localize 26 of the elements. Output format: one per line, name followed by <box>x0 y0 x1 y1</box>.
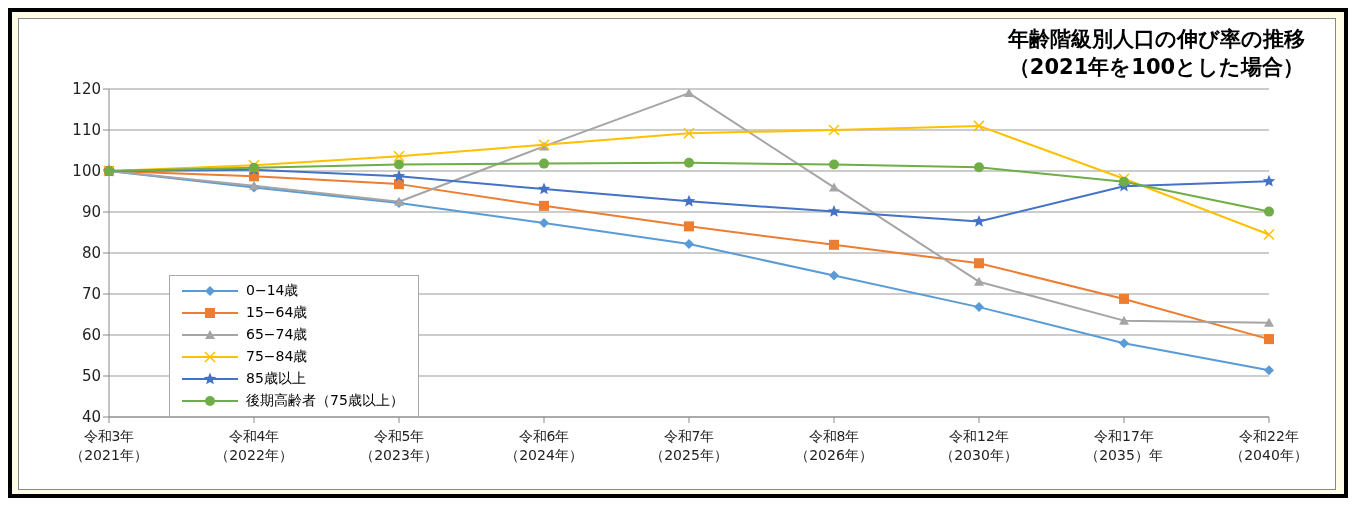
x-tick-label: 令和3年（2021年） <box>70 428 148 463</box>
legend-label: 85歳以上 <box>246 370 306 388</box>
legend-label: 15−64歳 <box>246 304 308 322</box>
y-tick-label: 40 <box>81 408 101 427</box>
y-tick-label: 120 <box>72 80 101 99</box>
y-tick-label: 90 <box>81 203 101 222</box>
x-tick-label: 令和17年（2035）年 <box>1085 428 1163 463</box>
x-tick-label: 令和4年（2022年） <box>215 428 293 463</box>
x-tick-label: 令和5年（2023年） <box>360 428 438 463</box>
legend-label: 65−74歳 <box>246 326 308 344</box>
legend-label: 75−84歳 <box>246 348 308 366</box>
x-tick-label: 令和7年（2025年） <box>650 428 728 463</box>
x-tick-label: 令和22年（2040年） <box>1230 428 1308 463</box>
legend-label: 0−14歳 <box>246 282 299 300</box>
x-tick-label: 令和12年（2030年） <box>940 428 1018 463</box>
y-tick-label: 110 <box>72 121 101 140</box>
legend-label: 後期高齢者（75歳以上） <box>246 392 404 410</box>
x-tick-label: 令和8年（2026年） <box>795 428 873 463</box>
chart-subtitle: （2021年を100とした場合） <box>1008 54 1305 81</box>
y-tick-label: 100 <box>72 162 101 181</box>
x-tick-label: 令和6年（2024年） <box>505 428 583 463</box>
chart-title: 年齢階級別人口の伸び率の推移 <box>1008 26 1305 53</box>
y-tick-label: 50 <box>81 367 101 386</box>
y-tick-label: 80 <box>81 244 101 263</box>
y-tick-label: 60 <box>81 326 101 345</box>
y-tick-label: 70 <box>81 285 101 304</box>
